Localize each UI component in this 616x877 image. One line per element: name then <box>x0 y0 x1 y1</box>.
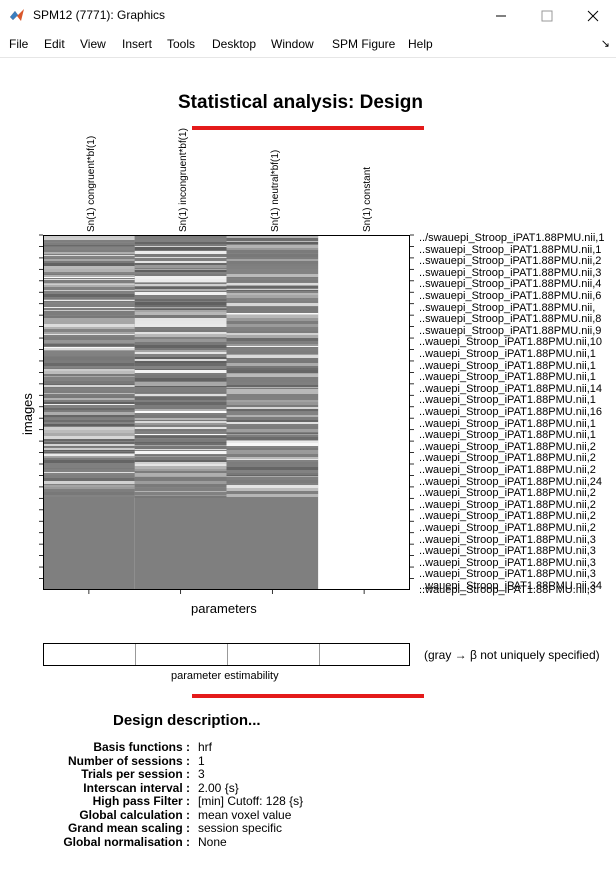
description-value: 2.00 {s} <box>198 780 239 795</box>
description-key: Global calculation : <box>79 807 190 822</box>
description-value: mean voxel value <box>198 807 292 822</box>
row-label: ..wauepi_Stroop_iPAT1.88PMU.nii,3 <box>419 568 596 581</box>
description-key: Number of sessions : <box>67 753 190 768</box>
matrix-ticks <box>39 234 414 594</box>
description-value: session specific <box>198 821 283 835</box>
close-icon <box>587 10 599 21</box>
menu-divider <box>0 57 616 58</box>
description-key: Grand mean scaling : <box>67 821 190 835</box>
column-label-neutral: Sn(1) neutral*bf(1) <box>270 149 281 232</box>
window-title: SPM12 (7771): Graphics <box>33 8 166 22</box>
column-label-congruent: Sn(1) congruent*bf(1) <box>86 135 97 232</box>
row-label: ..swauepi_Stroop_iPAT1.88PMU.nii,9 <box>419 324 602 337</box>
column-label-incongruent: Sn(1) incongruent*bf(1) <box>178 128 189 232</box>
menu-help[interactable]: Help <box>408 37 433 51</box>
row-label: ..wauepi_Stroop_iPAT1.88PMU.nii,2 <box>419 464 596 476</box>
menu-insert[interactable]: Insert <box>122 37 153 51</box>
row-label: ..swauepi_Stroop_iPAT1.88PMU.nii,1 <box>419 243 602 256</box>
row-label: ..swauepi_Stroop_iPAT1.88PMU.nii,6 <box>419 290 602 302</box>
row-label: ..wauepi_Stroop_iPAT1.88PMU.nii,1 <box>419 417 596 430</box>
row-label: ..wauepi_Stroop_iPAT1.88PMU.nii,2 <box>419 498 596 511</box>
menu-desktop[interactable]: Desktop <box>212 37 257 51</box>
row-label: ..wauepi_Stroop_iPAT1.88PMU.nii,3 <box>419 556 596 569</box>
row-label: ..wauepi_Stroop_iPAT1.88PMU.nii,14 <box>419 382 603 395</box>
column-label-constant: Sn(1) constant <box>362 166 373 232</box>
row-label: ..wauepi_Stroop_iPAT1.88PMU.nii,24 <box>419 475 603 488</box>
window-titlebar: SPM12 (7771): Graphics <box>0 0 616 31</box>
row-label: ..wauepi_Stroop_iPAT1.88PMU.nii,2 <box>419 522 596 534</box>
close-button[interactable] <box>570 0 616 31</box>
row-label: ..wauepi_Stroop_iPAT1.88PMU.nii,1 <box>419 348 596 360</box>
row-label: ..swauepi_Stroop_iPAT1.88PMU.nii, <box>419 301 596 314</box>
row-label: ..wauepi_Stroop_iPAT1.88PMU.nii,1 <box>419 371 596 384</box>
design-description-title: Design description... <box>113 712 261 729</box>
row-label: ..wauepi_Stroop_iPAT1.88PMU.nii,1 <box>419 429 596 442</box>
menu-window[interactable]: Window <box>271 37 314 51</box>
minimize-button[interactable] <box>478 0 524 31</box>
description-value: [min] Cutoff: 128 {s} <box>198 794 304 808</box>
dock-arrow-icon[interactable]: ↘ <box>600 38 610 50</box>
description-value: None <box>198 834 227 849</box>
row-label: ..wauepi_Stroop_iPAT1.88PMU.nii,2 <box>419 510 596 523</box>
maximize-button[interactable] <box>524 0 570 31</box>
description-key: Interscan interval : <box>83 780 190 795</box>
row-label: ../swauepi_Stroop_iPAT1.88PMU.nii,1 <box>419 232 605 244</box>
menu-view[interactable]: View <box>80 37 106 51</box>
row-label: ..swauepi_Stroop_iPAT1.88PMU.nii,8 <box>419 313 602 326</box>
figure-title: Statistical analysis: Design <box>178 92 423 113</box>
minimize-icon <box>496 15 506 16</box>
row-label: ..wauepi_Stroop_iPAT1.88PMU.nii,2 <box>419 487 596 500</box>
description-key: Trials per session : <box>81 767 190 781</box>
menu-edit[interactable]: Edit <box>44 37 65 51</box>
description-value: hrf <box>198 740 213 754</box>
maximize-icon <box>541 10 553 21</box>
description-key: Basis functions : <box>93 740 190 754</box>
row-label: ..wauepi_Stroop_iPAT1.88PMU.nii,3 <box>419 584 596 596</box>
description-key: High pass Filter : <box>92 794 190 808</box>
estimability-note: (gray → β not uniquely specified) <box>424 648 600 662</box>
description-divider <box>192 694 424 698</box>
row-label: ..wauepi_Stroop_iPAT1.88PMU.nii,16 <box>419 406 603 418</box>
row-label: ..swauepi_Stroop_iPAT1.88PMU.nii,3 <box>419 266 602 279</box>
row-label: ..swauepi_Stroop_iPAT1.88PMU.nii,4 <box>419 278 602 291</box>
parameter-estimability-bar <box>43 643 410 666</box>
row-label: ..wauepi_Stroop_iPAT1.88PMU.nii,3 <box>419 533 596 546</box>
x-axis-label: parameters <box>191 601 257 616</box>
row-label: ..wauepi_Stroop_iPAT1.88PMU.nii,10 <box>419 336 603 349</box>
row-label: ..wauepi_Stroop_iPAT1.88PMU.nii,34 <box>419 580 603 592</box>
y-axis-label: images <box>20 393 35 435</box>
menu-file[interactable]: File <box>9 37 29 51</box>
title-underline <box>192 126 424 130</box>
description-value: 1 <box>198 753 205 768</box>
menu-bar: File Edit View Insert Tools Desktop Wind… <box>0 32 616 56</box>
design-matrix[interactable] <box>43 235 410 590</box>
menu-tools[interactable]: Tools <box>167 37 196 51</box>
row-label: ..wauepi_Stroop_iPAT1.88PMU.nii,3 <box>419 545 596 558</box>
matlab-icon <box>10 9 24 21</box>
row-label: ..wauepi_Stroop_iPAT1.88PMU.nii,2 <box>419 452 596 465</box>
parameter-estimability-label: parameter estimability <box>171 670 279 682</box>
menu-spm-figure[interactable]: SPM Figure <box>332 37 396 51</box>
row-label: ..wauepi_Stroop_iPAT1.88PMU.nii,1 <box>419 394 596 407</box>
row-label: ..swauepi_Stroop_iPAT1.88PMU.nii,2 <box>419 255 602 268</box>
row-label: ..wauepi_Stroop_iPAT1.88PMU.nii,2 <box>419 440 596 453</box>
description-value: 3 <box>198 767 205 781</box>
row-label: ..wauepi_Stroop_iPAT1.88PMU.nii,1 <box>419 359 596 372</box>
description-key: Global normalisation : <box>63 834 190 849</box>
